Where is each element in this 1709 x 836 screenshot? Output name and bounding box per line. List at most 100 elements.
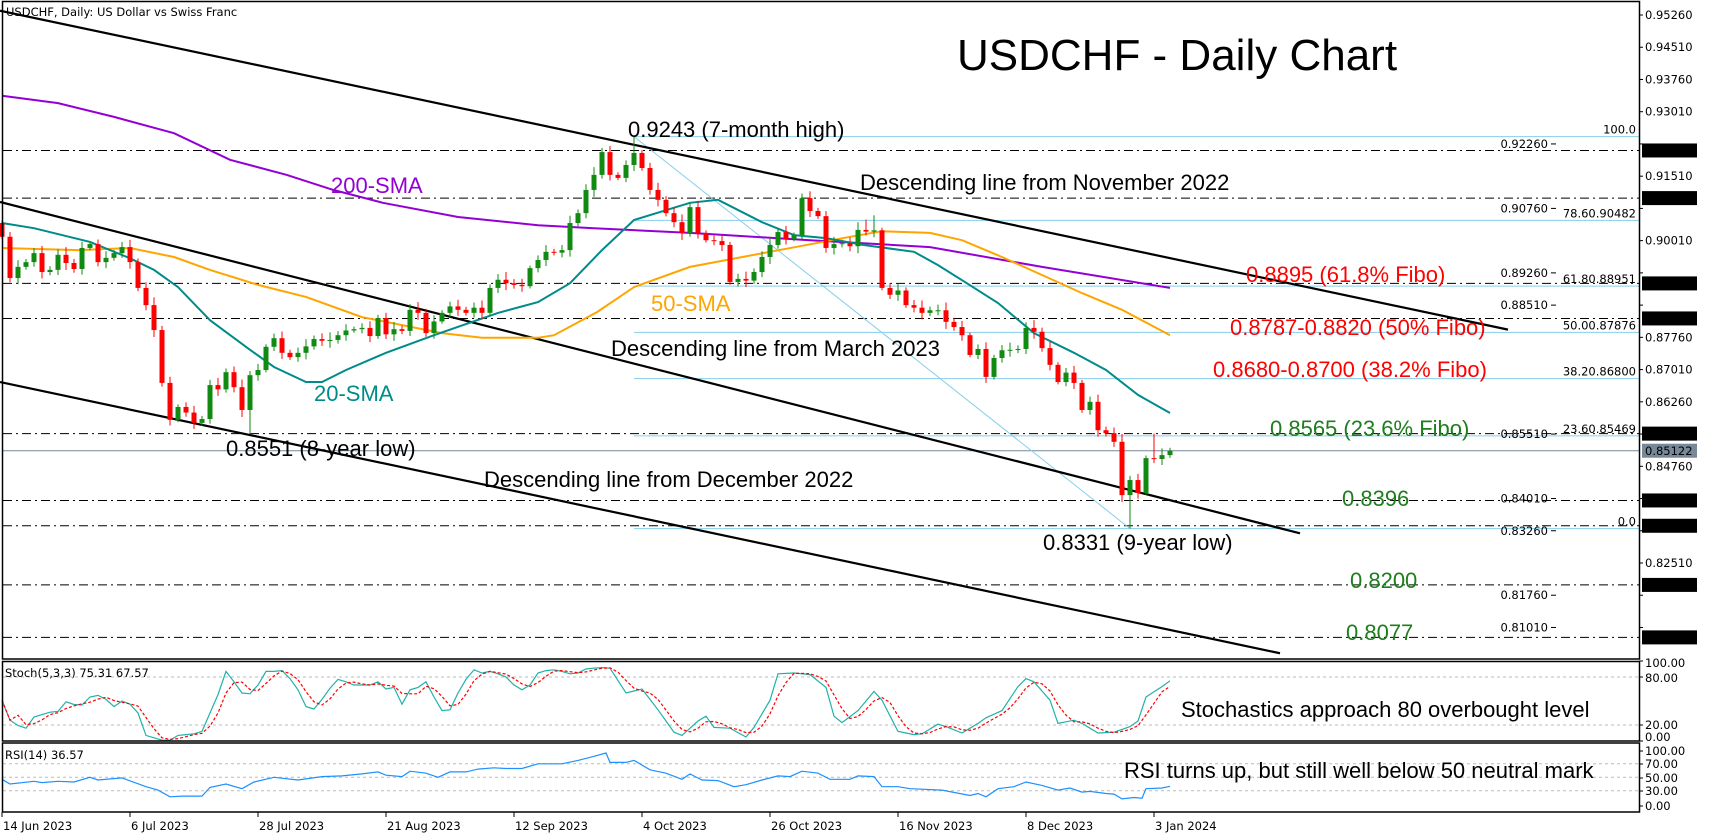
price-axis-label: 0.88510 bbox=[1500, 298, 1548, 312]
rsi-axis-label: 30.00 bbox=[1645, 784, 1678, 798]
fibonacci-level-label: 100.0 bbox=[1603, 123, 1636, 137]
stochastic-panel-frame bbox=[1, 660, 1641, 742]
candle bbox=[335, 331, 341, 344]
candle-body bbox=[383, 318, 389, 335]
annotation-line-november: Descending line from November 2022 bbox=[860, 170, 1229, 195]
candle-body bbox=[967, 335, 973, 355]
candle bbox=[95, 239, 101, 267]
candle-body bbox=[63, 254, 69, 263]
candle bbox=[583, 184, 589, 219]
symbol-label: USDCHF, Daily: US Dollar vs Swiss Franc bbox=[6, 5, 237, 19]
candle bbox=[855, 222, 861, 254]
candle-body bbox=[735, 278, 741, 282]
candle bbox=[655, 182, 661, 207]
candle-body bbox=[895, 290, 901, 295]
candle bbox=[623, 160, 629, 183]
candle bbox=[735, 273, 741, 287]
candle bbox=[495, 274, 501, 294]
candle bbox=[47, 266, 53, 276]
candle bbox=[255, 363, 261, 381]
candle-body bbox=[23, 262, 29, 267]
axes: 0.95260 0.94510 0.93760 0.93010 0.92260 0.915… bbox=[1, 8, 1697, 833]
candle bbox=[1159, 448, 1165, 466]
candle-body bbox=[447, 306, 453, 313]
candle bbox=[295, 347, 301, 362]
candle bbox=[239, 379, 245, 417]
level-price-box bbox=[1642, 630, 1697, 645]
candle bbox=[1127, 475, 1133, 529]
candle bbox=[279, 331, 285, 359]
candle bbox=[751, 268, 757, 284]
candle-body bbox=[607, 152, 613, 175]
annotation-fibo-38-2: 0.8680-0.8700 (38.2% Fibo) bbox=[1213, 357, 1487, 382]
candle-body bbox=[1103, 430, 1109, 434]
level-price-label: 0.88200 bbox=[1645, 312, 1693, 326]
level-price-box bbox=[1642, 311, 1697, 326]
candle-body bbox=[783, 232, 789, 239]
candle-body bbox=[1087, 401, 1093, 410]
annotation-fibo-23-6: 0.8565 (23.6% Fibo) bbox=[1270, 416, 1469, 441]
candle-body bbox=[791, 235, 797, 239]
candle-body bbox=[183, 406, 189, 413]
candle bbox=[119, 241, 125, 258]
candle bbox=[183, 402, 189, 417]
candle bbox=[535, 255, 541, 273]
candle-body bbox=[719, 241, 725, 245]
candle-body bbox=[1063, 372, 1069, 383]
candle bbox=[63, 247, 69, 270]
candle-body bbox=[287, 352, 293, 358]
candle-body bbox=[455, 306, 461, 310]
candle bbox=[375, 314, 381, 339]
candle bbox=[519, 278, 525, 292]
candle bbox=[935, 304, 941, 316]
candle-body bbox=[959, 327, 965, 336]
date-axis-label: 3 Jan 2024 bbox=[1155, 819, 1217, 833]
candlesticks bbox=[0, 136, 1173, 529]
candle bbox=[103, 251, 109, 269]
candle bbox=[967, 332, 973, 358]
candle bbox=[23, 259, 29, 270]
candle-body bbox=[703, 232, 709, 241]
level-price-box bbox=[1642, 577, 1697, 592]
candle-body bbox=[71, 262, 77, 270]
candle bbox=[39, 245, 45, 279]
candle bbox=[943, 302, 949, 329]
candle bbox=[367, 321, 373, 343]
price-axis-label: 0.85510 bbox=[1500, 427, 1548, 441]
price-axis-label: 0.87010 bbox=[1645, 363, 1693, 377]
candle-body bbox=[471, 307, 477, 313]
candle bbox=[303, 339, 309, 360]
candle bbox=[719, 234, 725, 251]
candle bbox=[711, 235, 717, 246]
candle bbox=[135, 258, 141, 292]
candle bbox=[31, 247, 37, 267]
candle-body bbox=[375, 318, 381, 337]
candle-body bbox=[831, 244, 837, 248]
descending-trendline bbox=[0, 200, 1301, 535]
annotation-7-month-high: 0.9243 (7-month high) bbox=[628, 117, 844, 142]
annotation-rsi: RSI turns up, but still well below 50 ne… bbox=[1124, 758, 1595, 783]
candle bbox=[479, 300, 485, 320]
candle-body bbox=[823, 216, 829, 248]
candle-body bbox=[263, 346, 269, 371]
candle-body bbox=[239, 387, 245, 410]
price-axis-label: 0.86260 bbox=[1645, 395, 1693, 409]
candle-body bbox=[1167, 450, 1173, 456]
annotation-stochastics: Stochastics approach 80 overbought level bbox=[1181, 697, 1589, 722]
candle bbox=[447, 301, 453, 318]
candle bbox=[359, 323, 365, 334]
fibonacci-level-label: 78.60.90482 bbox=[1563, 206, 1636, 220]
annotation-line-december: Descending line from December 2022 bbox=[484, 467, 853, 492]
candle bbox=[71, 258, 77, 273]
candle-body bbox=[327, 339, 333, 341]
candle bbox=[1063, 367, 1069, 387]
candle-body bbox=[567, 223, 573, 251]
candle bbox=[679, 214, 685, 240]
candle-body bbox=[559, 250, 565, 253]
candle-body bbox=[463, 309, 469, 313]
candle-body bbox=[751, 272, 757, 281]
moving-averages bbox=[1, 94, 1171, 414]
annotation-line-march: Descending line from March 2023 bbox=[611, 336, 940, 361]
candle-body bbox=[951, 321, 957, 328]
price-axis-label: 0.81760 bbox=[1500, 588, 1548, 602]
